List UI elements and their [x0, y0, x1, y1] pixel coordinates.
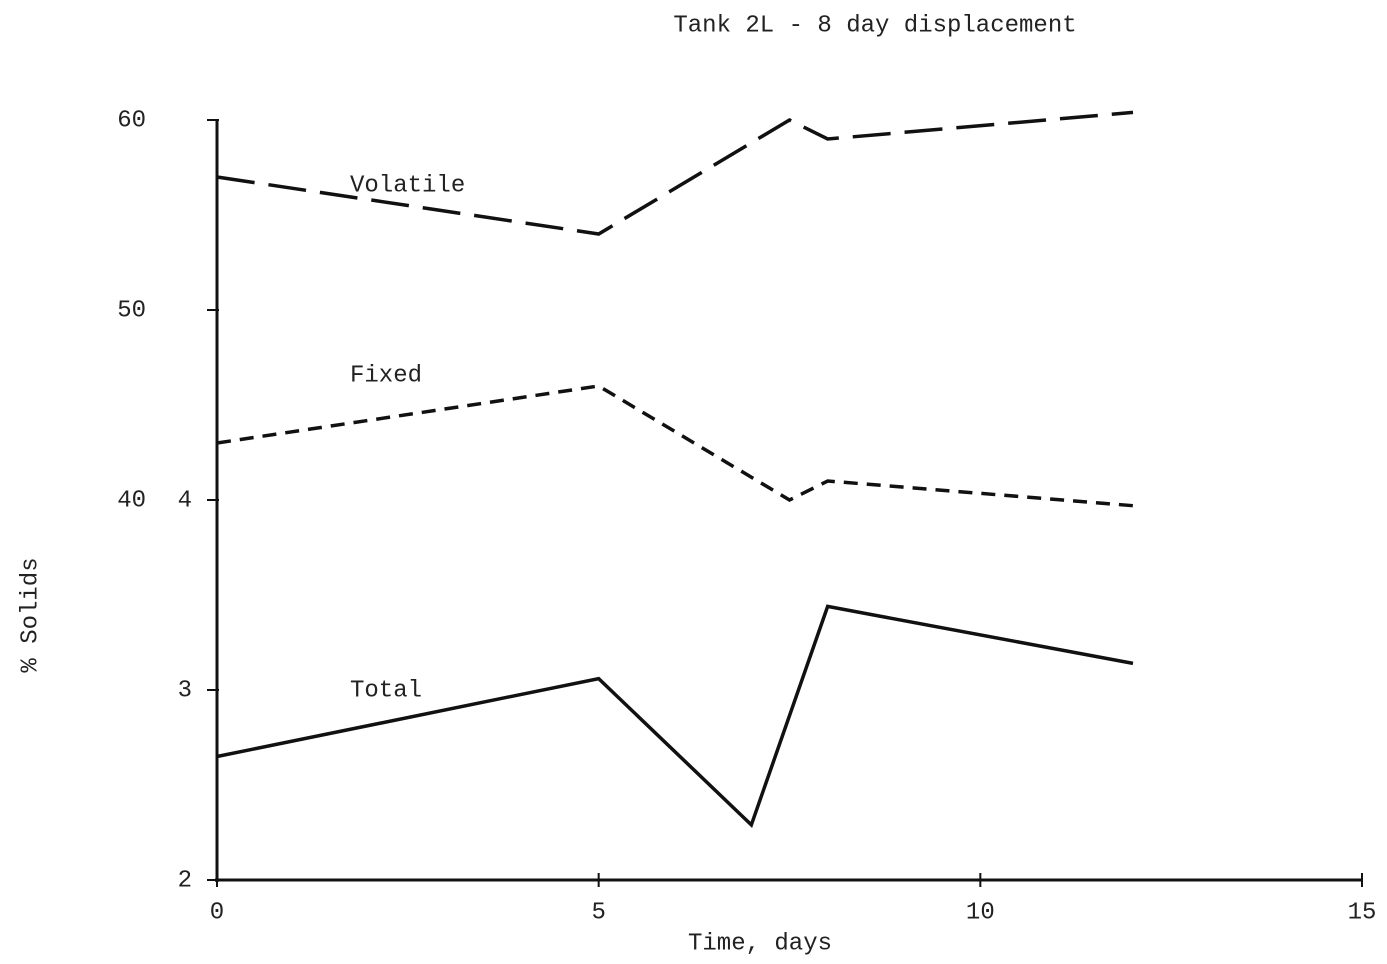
series-label: Fixed: [350, 362, 422, 389]
y-tick-label: 4: [178, 487, 192, 514]
x-tick-label: 0: [210, 899, 224, 926]
y2-tick-label: 50: [117, 297, 146, 324]
x-axis-label: Time, days: [688, 930, 832, 957]
y2-tick-label: 40: [117, 487, 146, 514]
y2-tick-label: 60: [117, 107, 146, 134]
series-line: [216, 604, 1134, 829]
y-axis-label: % Solids: [17, 557, 44, 672]
series-label: Total: [350, 677, 422, 704]
x-tick-label: 10: [966, 899, 995, 926]
series-label: Volatile: [350, 172, 465, 199]
chart-title: Tank 2L - 8 day displacement: [673, 12, 1076, 39]
series-line: [216, 110, 1134, 236]
series-line: [216, 384, 1134, 508]
y-tick-label: 3: [178, 677, 192, 704]
x-tick-label: 15: [1348, 899, 1377, 926]
y-tick-label: 2: [178, 867, 192, 894]
x-tick-label: 5: [591, 899, 605, 926]
